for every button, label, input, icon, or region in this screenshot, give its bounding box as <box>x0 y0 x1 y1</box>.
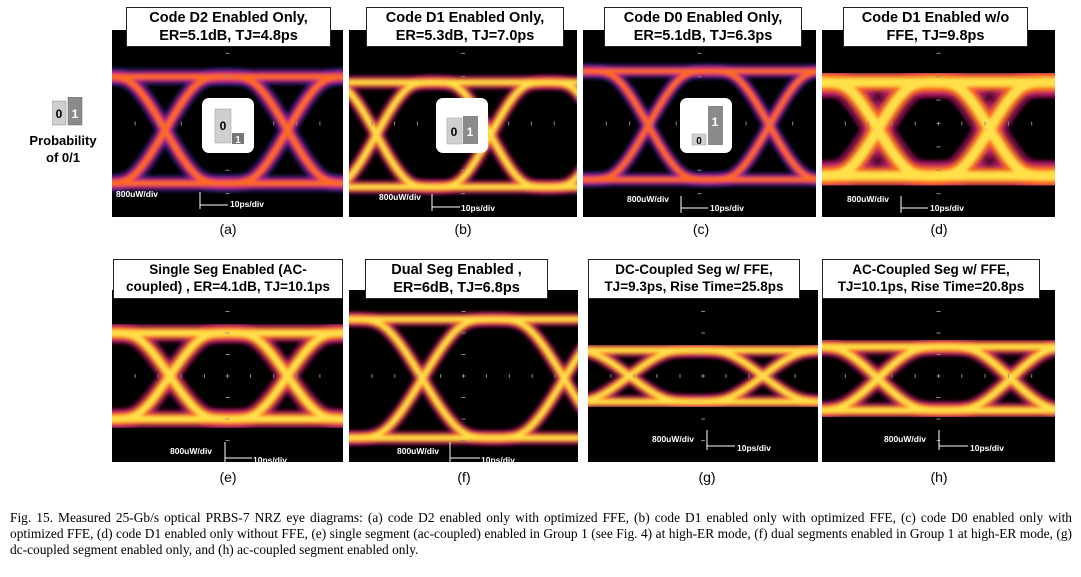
hscale-g: 10ps/div <box>737 443 772 453</box>
eye-panel-g <box>588 290 818 462</box>
inset-b-high: 1 <box>467 125 474 139</box>
legend-bit0: 0 <box>56 107 63 121</box>
hscale-d: 10ps/div <box>930 203 965 213</box>
eye-diagram-a <box>112 52 343 195</box>
inset-a-low: 1 <box>235 135 241 146</box>
vscale-h: 800uW/div <box>884 434 927 444</box>
eye-diagram-c <box>583 52 816 195</box>
inset-c-high: 1 <box>712 115 719 129</box>
sublabel-c: (c) <box>692 221 710 237</box>
title-a: Code D2 Enabled Only, ER=5.1dB, TJ=4.8ps <box>126 7 331 47</box>
eye-diagram-d <box>822 52 1055 195</box>
inset-c: 0 1 <box>680 98 732 153</box>
legend-probability-bars: 0 1 <box>51 96 84 132</box>
legend-bit1: 1 <box>72 107 79 121</box>
sublabel-b: (b) <box>454 221 472 237</box>
vscale-b: 800uW/div <box>379 192 422 202</box>
vscale-c: 800uW/div <box>627 194 670 204</box>
eye-panel-f <box>349 290 578 462</box>
hscale-c: 10ps/div <box>710 203 745 213</box>
inset-b-low: 0 <box>451 125 458 139</box>
legend-label: Probability of 0/1 <box>29 133 97 165</box>
sublabel-g: (g) <box>698 469 716 485</box>
hscale-f: 10ps/div <box>481 455 516 465</box>
eye-diagram-e <box>112 311 343 441</box>
inset-a: 0 1 <box>202 98 254 153</box>
title-d: Code D1 Enabled w/o FFE, TJ=9.8ps <box>843 7 1028 47</box>
eye-diagram-h <box>822 311 1055 441</box>
vscale-f: 800uW/div <box>397 446 440 456</box>
hscale-a: 10ps/div <box>230 199 265 209</box>
title-c: Code D0 Enabled Only, ER=5.1dB, TJ=6.3ps <box>604 7 802 47</box>
title-f: Dual Seg Enabled , ER=6dB, TJ=6.8ps <box>365 259 548 299</box>
title-g: DC-Coupled Seg w/ FFE, TJ=9.3ps, Rise Ti… <box>588 259 800 299</box>
eye-panel-d <box>822 30 1055 217</box>
title-e: Single Seg Enabled (AC- coupled) , ER=4.… <box>113 259 343 299</box>
eye-diagram-f <box>349 311 578 446</box>
inset-b: 0 1 <box>436 98 488 153</box>
sublabel-f: (f) <box>457 469 471 485</box>
vscale-d: 800uW/div <box>847 194 890 204</box>
inset-c-low: 0 <box>696 136 702 147</box>
figure-caption: Fig. 15. Measured 25-Gb/s optical PRBS-7… <box>10 510 1072 557</box>
inset-a-high: 0 <box>220 119 227 133</box>
eye-diagram-b <box>349 52 577 195</box>
eye-panel-e <box>112 290 343 462</box>
hscale-b: 10ps/div <box>461 203 496 213</box>
hscale-e: 10ps/div <box>253 455 288 465</box>
vscale-a: 800uW/div <box>116 189 159 199</box>
title-b: Code D1 Enabled Only, ER=5.3dB, TJ=7.0ps <box>366 7 564 47</box>
sublabel-d: (d) <box>930 221 948 237</box>
vscale-g: 800uW/div <box>652 434 695 444</box>
hscale-h: 10ps/div <box>970 443 1005 453</box>
eye-diagram-g <box>588 311 818 441</box>
sublabel-e: (e) <box>219 469 237 485</box>
vscale-e: 800uW/div <box>170 446 213 456</box>
sublabel-h: (h) <box>930 469 948 485</box>
sublabel-a: (a) <box>219 221 237 237</box>
title-h: AC-Coupled Seg w/ FFE, TJ=10.1ps, Rise T… <box>822 259 1040 299</box>
